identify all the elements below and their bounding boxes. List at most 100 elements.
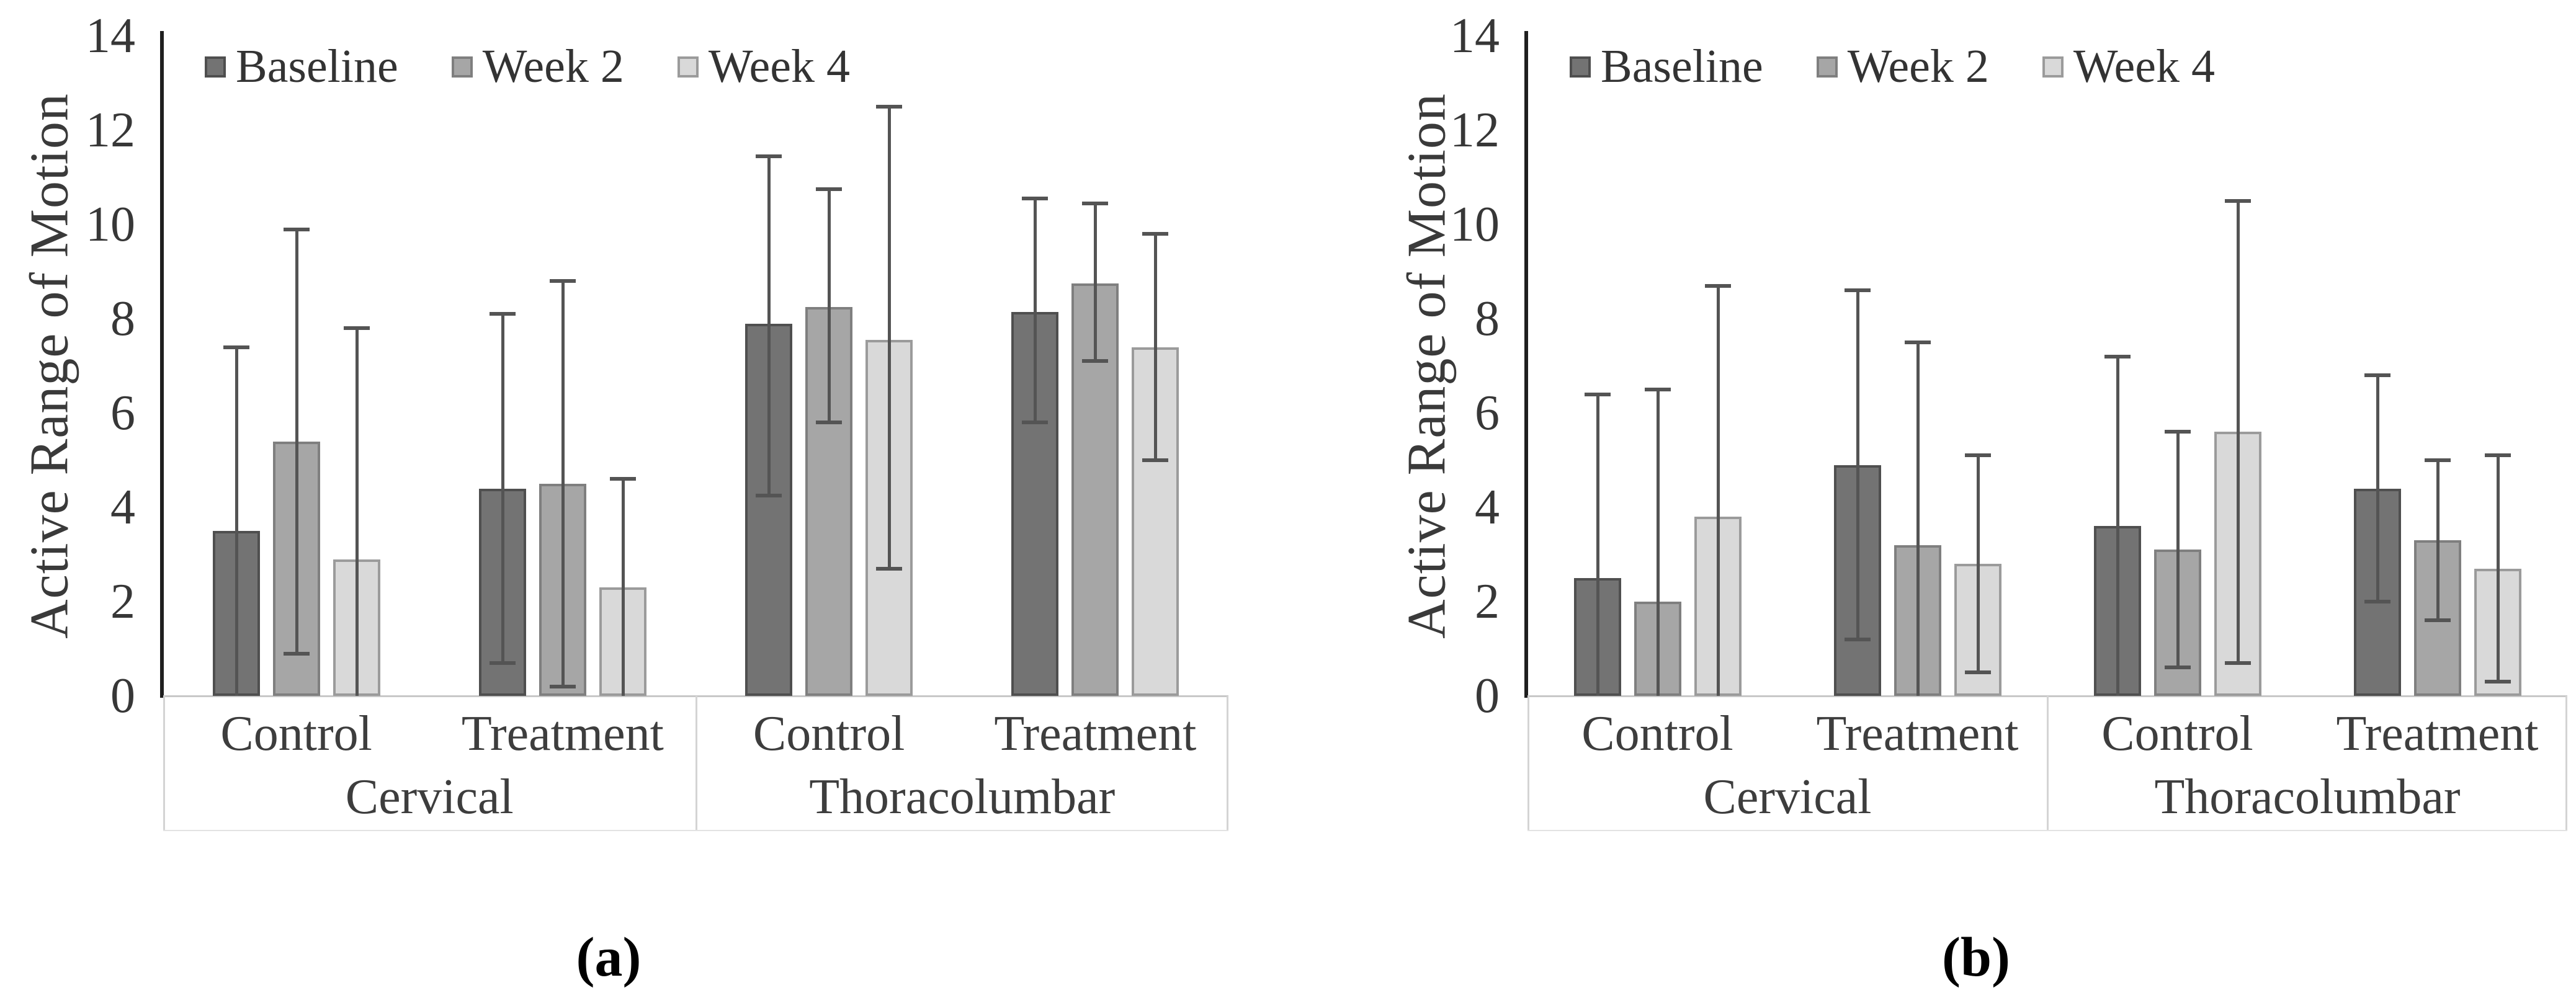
error-bar-cap-top: [550, 279, 576, 283]
legend: Baseline Week 2 Week 4: [205, 40, 850, 94]
error-bar-line: [1717, 285, 1720, 696]
error-bar-cap-top: [2485, 453, 2511, 458]
error-bar-line: [1657, 390, 1660, 696]
table-border-line: [1527, 696, 1529, 831]
error-bar-cap-top: [223, 345, 249, 349]
y-tick-label: 14: [1450, 9, 1500, 63]
legend-swatch-icon: [451, 56, 473, 78]
y-tick-label: 14: [86, 9, 135, 63]
group-label: Cervical: [345, 770, 514, 824]
error-bar-line: [2116, 356, 2119, 696]
error-bar-line: [1034, 198, 1037, 423]
y-tick-label: 8: [1475, 292, 1500, 346]
legend-item-baseline: Baseline: [1570, 40, 1763, 94]
error-bar-line: [1977, 455, 1980, 672]
legend-label: Week 2: [1847, 40, 1989, 92]
error-bar-cap-top: [344, 326, 370, 331]
y-tick-label: 6: [110, 386, 135, 440]
error-bar-cap-bottom: [2364, 600, 2390, 603]
error-bar-cap-bottom: [1845, 637, 1871, 641]
group-divider-line: [2047, 696, 2049, 831]
error-bar-cap-top: [2165, 430, 2191, 434]
error-bar-cap-top: [2104, 354, 2131, 358]
category-label: Control: [2101, 706, 2253, 761]
bar-baseline: [745, 324, 792, 696]
table-border-line: [163, 696, 165, 831]
error-bar-cap-bottom: [2425, 618, 2451, 623]
y-tick-label: 8: [110, 292, 135, 346]
error-bar-line: [2436, 460, 2440, 621]
error-bar-line: [561, 281, 565, 687]
error-bar-line: [767, 156, 771, 496]
legend-swatch-icon: [2042, 56, 2064, 78]
error-bar-cap-top: [1965, 453, 1991, 458]
category-label: Treatment: [994, 706, 1197, 761]
legend-label: Week 4: [708, 40, 850, 92]
error-bar-cap-bottom: [490, 661, 516, 665]
legend-item-week-4: Week 4: [2042, 40, 2215, 94]
error-bar-cap-bottom: [1142, 458, 1168, 462]
legend-label: Week 4: [2073, 40, 2215, 92]
error-bar-line: [501, 314, 504, 663]
legend-swatch-icon: [1570, 56, 1591, 78]
table-border-line: [1227, 696, 1228, 831]
legend-label: Baseline: [236, 40, 398, 92]
error-bar-cap-top: [1082, 201, 1108, 205]
legend-item-week-4: Week 4: [677, 40, 850, 94]
y-tick-label: 12: [1450, 103, 1500, 158]
category-label: Treatment: [461, 706, 664, 761]
y-tick-label: 10: [1450, 197, 1500, 252]
error-bar-line: [295, 229, 298, 654]
table-border-line: [2565, 696, 2567, 831]
category-label: Control: [753, 706, 905, 761]
error-bar-line: [1596, 394, 1599, 696]
error-bar-line: [888, 107, 891, 569]
table-bottom-line: [163, 830, 1228, 831]
group-divider-line: [695, 696, 697, 831]
error-bar-cap-bottom: [1965, 670, 1991, 674]
error-bar-cap-top: [1142, 232, 1168, 236]
error-bar-cap-bottom: [876, 566, 902, 571]
error-bar-cap-top: [816, 187, 842, 191]
error-bar-cap-bottom: [2165, 666, 2191, 670]
error-bar-cap-top: [756, 154, 782, 158]
error-bar-line: [1916, 342, 1920, 696]
error-bar-cap-top: [876, 105, 902, 109]
group-label: Thoracolumbar: [2154, 770, 2461, 824]
category-label: Treatment: [2336, 706, 2539, 761]
error-bar-cap-bottom: [2485, 680, 2511, 684]
legend-swatch-icon: [677, 56, 699, 78]
error-bar-cap-top: [2225, 199, 2251, 203]
error-bar-line: [235, 347, 238, 696]
y-tick-label: 12: [86, 103, 135, 158]
table-bottom-line: [1527, 830, 2567, 831]
error-bar-cap-top: [2364, 373, 2390, 378]
error-bar-cap-bottom: [816, 421, 842, 425]
error-bar-line: [622, 479, 625, 696]
legend-item-baseline: Baseline: [205, 40, 398, 94]
y-tick-label: 0: [1475, 669, 1500, 723]
error-bar-cap-top: [1585, 392, 1611, 396]
category-label: Treatment: [1816, 706, 2019, 761]
y-tick-label: 2: [110, 574, 135, 629]
legend-swatch-icon: [1816, 56, 1838, 78]
error-bar-line: [1094, 203, 1097, 362]
error-bar-cap-bottom: [284, 651, 310, 656]
legend: Baseline Week 2 Week 4: [1570, 40, 2215, 94]
error-bar-cap-top: [1845, 288, 1871, 293]
error-bar-line: [2497, 455, 2500, 682]
category-label: Control: [1581, 706, 1733, 761]
error-bar-line: [1856, 290, 1859, 639]
y-tick-label: 0: [110, 669, 135, 723]
error-bar-cap-top: [1905, 341, 1931, 344]
error-bar-line: [1154, 234, 1157, 460]
error-bar-cap-bottom: [1022, 421, 1048, 425]
y-tick-label: 4: [110, 480, 135, 535]
error-bar-cap-bottom: [550, 684, 576, 688]
legend-item-week-2: Week 2: [451, 40, 624, 94]
error-bar-cap-top: [610, 477, 636, 481]
y-axis-line: [1524, 31, 1528, 698]
y-tick-label: 2: [1475, 574, 1500, 629]
